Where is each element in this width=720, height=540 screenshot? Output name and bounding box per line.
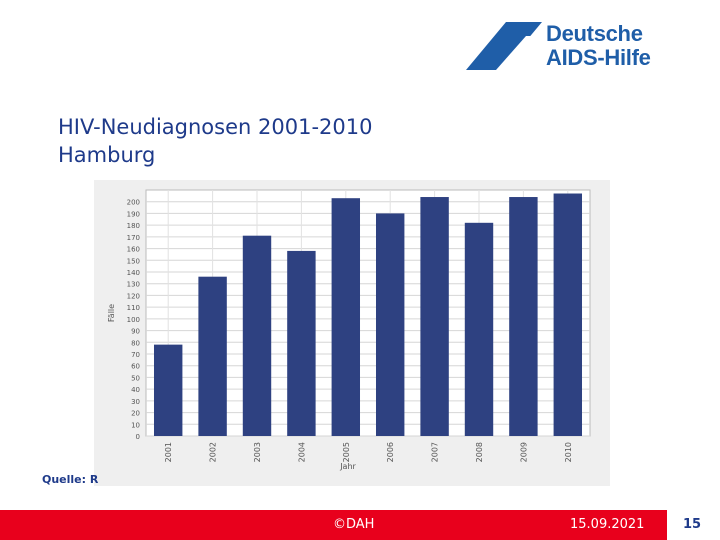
- y-tick-label: 50: [131, 374, 140, 382]
- y-axis-label: Fälle: [107, 304, 116, 322]
- footer-copyright: ©DAH: [333, 517, 375, 532]
- x-tick-label: 2004: [297, 442, 306, 462]
- y-tick-label: 30: [131, 398, 140, 406]
- y-tick-label: 80: [131, 339, 140, 347]
- y-tick-label: 130: [127, 281, 140, 289]
- y-tick-label: 170: [127, 234, 140, 242]
- x-tick-label: 2002: [209, 442, 218, 462]
- y-tick-label: 150: [127, 257, 140, 265]
- x-tick-label: 2003: [253, 442, 262, 462]
- y-tick-label: 110: [127, 304, 140, 312]
- y-tick-label: 180: [127, 222, 140, 230]
- y-tick-label: 10: [131, 421, 140, 429]
- source-note: Quelle: R: [42, 473, 99, 486]
- x-tick-label: 2001: [164, 442, 173, 462]
- bar: [509, 197, 538, 436]
- bar: [420, 197, 449, 436]
- chart-canvas: 0 10 20 30 40 50 60 70 80 90 100 110 120 130 140 150 160…: [94, 180, 610, 486]
- y-tick-label: 190: [127, 210, 140, 218]
- x-tick-label: 2009: [519, 442, 528, 462]
- y-tick-label: 60: [131, 363, 140, 371]
- bar-chart: 0 10 20 30 40 50 60 70 80 90 100 110 120 130 140 150 160…: [94, 180, 610, 486]
- y-tick-label: 160: [127, 246, 140, 254]
- logo-line-2: AIDS-Hilfe: [546, 45, 651, 70]
- y-tick-label: 20: [131, 410, 140, 418]
- x-tick-label: 2010: [564, 442, 573, 462]
- bar: [242, 235, 272, 436]
- y-tick-label: 120: [127, 292, 140, 300]
- y-tick-label: 0: [136, 433, 140, 441]
- logo-mark-icon: [466, 22, 542, 70]
- x-tick-label: 2008: [475, 442, 484, 462]
- x-tick-label: 2005: [342, 442, 351, 462]
- bar: [553, 193, 583, 436]
- title-line-1: HIV-Neudiagnosen 2001-2010: [58, 115, 373, 139]
- bar: [375, 213, 405, 436]
- bar: [287, 250, 316, 436]
- bar: [198, 276, 227, 436]
- bar: [331, 198, 361, 436]
- x-tick-label: 2007: [431, 442, 440, 462]
- title-line-2: Hamburg: [58, 143, 156, 167]
- logo-line-1: Deutsche: [546, 21, 643, 46]
- bar: [464, 222, 494, 436]
- y-tick-label: 100: [127, 316, 140, 324]
- footer-bar: [0, 510, 667, 540]
- y-tick-label: 70: [131, 351, 140, 359]
- deutsche-aids-hilfe-logo: Deutsche AIDS-Hilfe: [466, 22, 666, 72]
- x-tick-label: 2006: [386, 442, 395, 462]
- y-tick-label: 200: [127, 199, 140, 207]
- x-axis-label: Jahr: [339, 462, 356, 471]
- footer: ©DAH 15.09.2021 15: [0, 510, 720, 540]
- slide-title: HIV-Neudiagnosen 2001-2010 Hamburg: [58, 113, 372, 169]
- footer-date: 15.09.2021: [570, 517, 645, 532]
- y-tick-label: 40: [131, 386, 140, 394]
- footer-page-number: 15: [683, 517, 702, 532]
- y-tick-label: 90: [131, 328, 140, 336]
- y-tick-label: 140: [127, 269, 140, 277]
- logo-text: Deutsche AIDS-Hilfe: [546, 22, 651, 70]
- bar: [153, 344, 183, 436]
